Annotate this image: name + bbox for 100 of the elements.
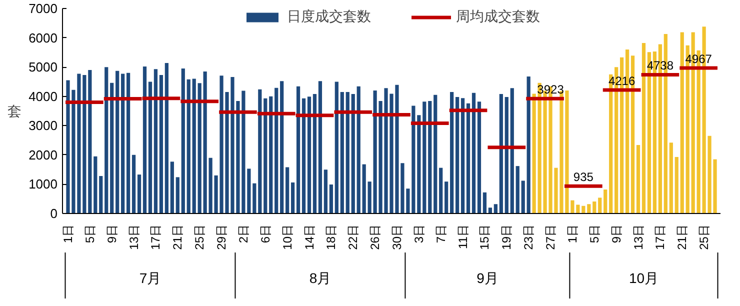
x-tick-label: 11日 (456, 224, 470, 249)
bar (192, 78, 196, 214)
x-tick-label: 30日 (390, 224, 404, 250)
legend-label: 周均成交套数 (456, 8, 540, 26)
x-tick-label: 18日 (324, 224, 338, 250)
y-tick-label: 1000 (28, 176, 58, 192)
x-tick-label: 3日 (412, 224, 426, 244)
bar (280, 81, 284, 214)
y-tick-label: 4000 (28, 88, 58, 104)
bar (428, 101, 432, 214)
bar (198, 83, 202, 214)
bar (142, 66, 147, 214)
bar (110, 82, 114, 214)
y-tick-label: 3000 (28, 118, 58, 134)
bar (121, 74, 125, 214)
bar (126, 72, 130, 214)
bar (132, 154, 136, 214)
bar (307, 96, 312, 214)
bar (444, 182, 448, 214)
text: 8月 (309, 270, 332, 286)
x-tick-label: 21日 (170, 224, 185, 250)
text: 10月 (628, 270, 659, 286)
bar (329, 184, 333, 214)
bar (170, 162, 174, 214)
x-tick-label: 23日 (522, 224, 536, 250)
x-tick-label: 1日 (565, 224, 580, 244)
x-tick-label: 25日 (192, 224, 207, 250)
bar (159, 74, 164, 214)
bar (477, 102, 482, 214)
y-tick-label: 6000 (28, 30, 58, 46)
bar (488, 208, 492, 214)
x-tick-label: 7日 (434, 224, 448, 244)
x-tick-label: 19日 (500, 224, 514, 250)
x-tick-label: 6日 (258, 224, 272, 244)
bar (274, 88, 278, 214)
bar (482, 192, 487, 214)
y-tick-label: 0 (50, 206, 58, 221)
y-tick-label: 5000 (28, 60, 58, 75)
bar (455, 96, 460, 214)
bar (296, 86, 300, 214)
bar (340, 92, 344, 214)
bar (258, 89, 262, 214)
bar (592, 201, 596, 214)
bar (164, 62, 168, 214)
bar (351, 94, 355, 214)
bar (466, 103, 470, 214)
bar (598, 198, 602, 214)
bar (318, 81, 322, 214)
x-tick-label: 29日 (214, 224, 229, 250)
x-tick-label: 13日 (631, 224, 646, 250)
bar (504, 96, 508, 214)
legend-label: 日度成交套数 (287, 8, 371, 26)
x-tick-label: 9日 (609, 224, 624, 244)
bar (604, 189, 608, 214)
bar (181, 68, 185, 214)
x-tick-label: 17日 (148, 224, 163, 250)
bar (494, 204, 498, 214)
bar (88, 70, 92, 214)
bar (674, 156, 678, 214)
bar (186, 79, 190, 214)
bar (499, 94, 503, 214)
x-tick-label: 17日 (653, 224, 668, 250)
text: 9月 (476, 270, 498, 286)
bar (252, 183, 256, 214)
bar (286, 167, 290, 214)
x-tick-label: 21日 (675, 224, 690, 250)
bar (642, 43, 646, 214)
bar (460, 98, 465, 214)
x-tick-label: 10日 (280, 224, 294, 250)
x-tick-label: 9日 (104, 224, 119, 244)
bar (290, 182, 295, 214)
x-tick-label: 13日 (126, 224, 141, 250)
y-tick-label: 7000 (28, 1, 58, 16)
bar (521, 180, 525, 214)
bar (137, 174, 142, 214)
bar (680, 32, 684, 214)
x-tick-label: 15日 (478, 224, 492, 250)
x-tick-label: 5日 (587, 224, 602, 244)
text: 7月 (139, 270, 162, 286)
x-tick-label: 2日 (236, 224, 250, 244)
bar (312, 94, 317, 214)
x-tick-label: 22日 (346, 224, 360, 250)
bar (346, 92, 350, 214)
x-tick-label: 26日 (368, 224, 382, 250)
bar (439, 168, 443, 214)
bar (422, 102, 426, 214)
x-tick-label: 14日 (302, 224, 316, 250)
bar (356, 86, 360, 214)
bar (269, 96, 273, 214)
bar (516, 166, 520, 214)
bar (264, 98, 268, 214)
bar (154, 69, 158, 214)
bar (148, 82, 152, 214)
bar (526, 76, 530, 214)
x-tick-label: 1日 (60, 224, 75, 244)
bar (116, 70, 120, 214)
bar (450, 92, 454, 214)
bar (324, 170, 328, 214)
bar (417, 115, 421, 214)
bar (587, 204, 591, 214)
